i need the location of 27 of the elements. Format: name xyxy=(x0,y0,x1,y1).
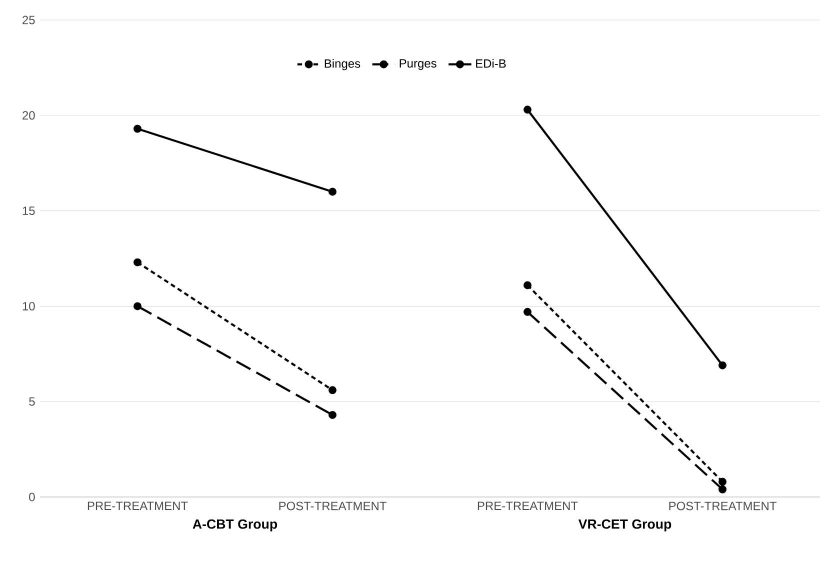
x-tick-label: PRE-TREATMENT xyxy=(88,502,188,510)
point xyxy=(328,410,337,419)
point xyxy=(328,386,337,394)
point xyxy=(134,302,142,310)
x-axis-title: VR-CET Group xyxy=(578,519,672,532)
legend-label: Binges xyxy=(324,58,360,70)
y-tick-label: 10 xyxy=(22,302,35,310)
point xyxy=(718,485,727,494)
x-tick-label: POST-TREATMENT xyxy=(669,502,776,510)
y-tick-label: 0 xyxy=(29,492,35,502)
y-tick-label: 25 xyxy=(22,16,35,24)
point xyxy=(134,258,142,266)
point xyxy=(524,106,532,114)
legend-label: EDi-B xyxy=(476,58,506,68)
x-tick-label: POST-TREATMENT xyxy=(279,502,386,510)
y-tick-label: 5 xyxy=(29,397,35,406)
y-tick-label: 15 xyxy=(22,206,35,215)
x-axis-title: A-CBT Group xyxy=(192,519,278,532)
legend-label: Purges xyxy=(400,59,436,70)
point xyxy=(718,478,727,486)
point xyxy=(328,188,337,196)
y-tick-label: 20 xyxy=(22,111,35,120)
point xyxy=(718,361,727,370)
point xyxy=(524,281,532,290)
point xyxy=(524,308,532,316)
x-tick-label: PRE-TREATMENT xyxy=(478,502,578,510)
point xyxy=(134,124,142,133)
